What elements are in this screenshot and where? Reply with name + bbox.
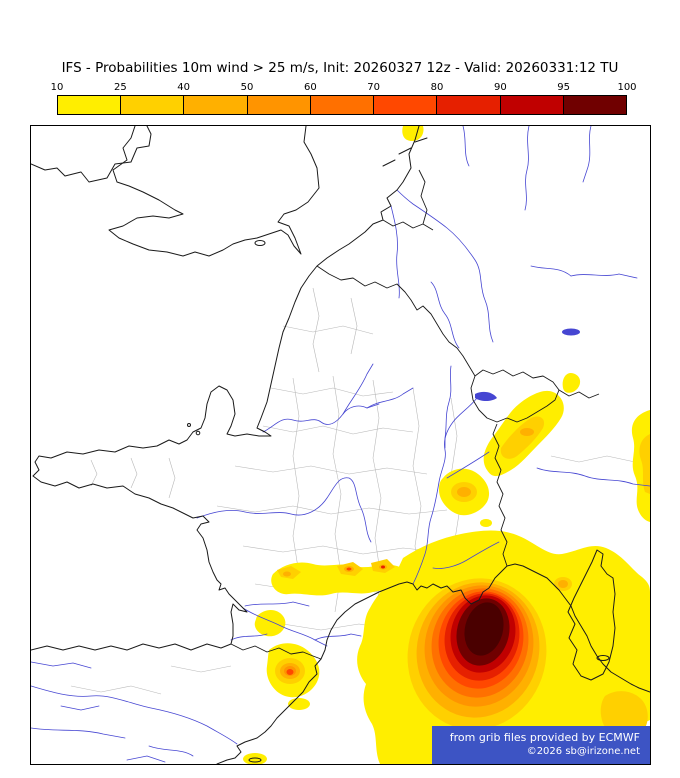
border-france-northeast bbox=[316, 265, 476, 377]
legend-tick-label: 90 bbox=[493, 82, 507, 93]
wadden-islands bbox=[382, 137, 428, 167]
legend-tick-label: 10 bbox=[50, 82, 64, 93]
coastline-ireland bbox=[31, 126, 152, 183]
island-minorca bbox=[248, 757, 262, 763]
coastline-britain bbox=[108, 126, 320, 257]
legend-tick-label: 80 bbox=[430, 82, 444, 93]
probability-legend: 10 25 40 50 60 70 80 90 95 100 bbox=[51, 82, 637, 115]
legend-tick-labels: 10 25 40 50 60 70 80 90 95 100 bbox=[51, 82, 637, 94]
border-france-spain bbox=[230, 643, 322, 660]
legend-tick-label: 40 bbox=[177, 82, 191, 93]
legend-tick-label: 100 bbox=[617, 82, 637, 93]
rivers-layer bbox=[31, 126, 650, 763]
lake-constance bbox=[562, 328, 580, 336]
river-po bbox=[536, 467, 650, 487]
legend-tick-label: 50 bbox=[240, 82, 254, 93]
island-elba bbox=[596, 655, 610, 661]
map-frame: from grib files provided by ECMWF ©2026 … bbox=[30, 125, 651, 765]
legend-segment bbox=[58, 96, 121, 114]
river-rhine bbox=[396, 189, 494, 343]
attribution-copyright: ©2026 sb@irizone.net bbox=[526, 746, 640, 757]
legend-tick-label: 70 bbox=[367, 82, 381, 93]
lake-geneva bbox=[475, 391, 497, 401]
map-canvas bbox=[31, 126, 650, 764]
legend-color-bar bbox=[57, 95, 627, 115]
river-rhone bbox=[412, 397, 478, 585]
border-switzerland bbox=[470, 369, 560, 423]
national-borders-layer bbox=[230, 169, 600, 660]
coastline-spain-east bbox=[216, 658, 322, 764]
legend-segment bbox=[499, 96, 563, 114]
legend-segment bbox=[373, 96, 437, 114]
border-france-italy bbox=[492, 423, 508, 567]
lakes-layer bbox=[475, 328, 580, 401]
attribution: from grib files provided by ECMWF ©2026 … bbox=[431, 725, 650, 764]
river-ebro bbox=[31, 685, 238, 745]
attribution-source: from grib files provided by ECMWF bbox=[449, 730, 640, 744]
legend-segment bbox=[436, 96, 500, 114]
field-core-maximum bbox=[464, 602, 504, 656]
coastline-mediterranean bbox=[320, 563, 650, 693]
legend-segment bbox=[120, 96, 184, 114]
legend-segment bbox=[309, 96, 374, 114]
map-title: IFS - Probabilities 10m wind > 25 m/s, I… bbox=[61, 60, 619, 76]
coastline-continent-atlantic bbox=[31, 126, 420, 651]
probability-field-layer bbox=[243, 126, 650, 764]
coastline-corsica bbox=[567, 549, 616, 681]
legend-tick-label: 60 bbox=[303, 82, 317, 93]
legend-segment bbox=[562, 96, 626, 114]
river-garonne bbox=[242, 607, 328, 647]
legend-segment bbox=[183, 96, 247, 114]
river-seine bbox=[262, 403, 380, 433]
legend-segment bbox=[246, 96, 310, 114]
isle-of-wight bbox=[254, 240, 266, 246]
river-loire bbox=[196, 477, 372, 543]
legend-tick-label: 25 bbox=[113, 82, 127, 93]
coastlines-layer bbox=[31, 126, 650, 764]
legend-tick-label: 95 bbox=[557, 82, 571, 93]
